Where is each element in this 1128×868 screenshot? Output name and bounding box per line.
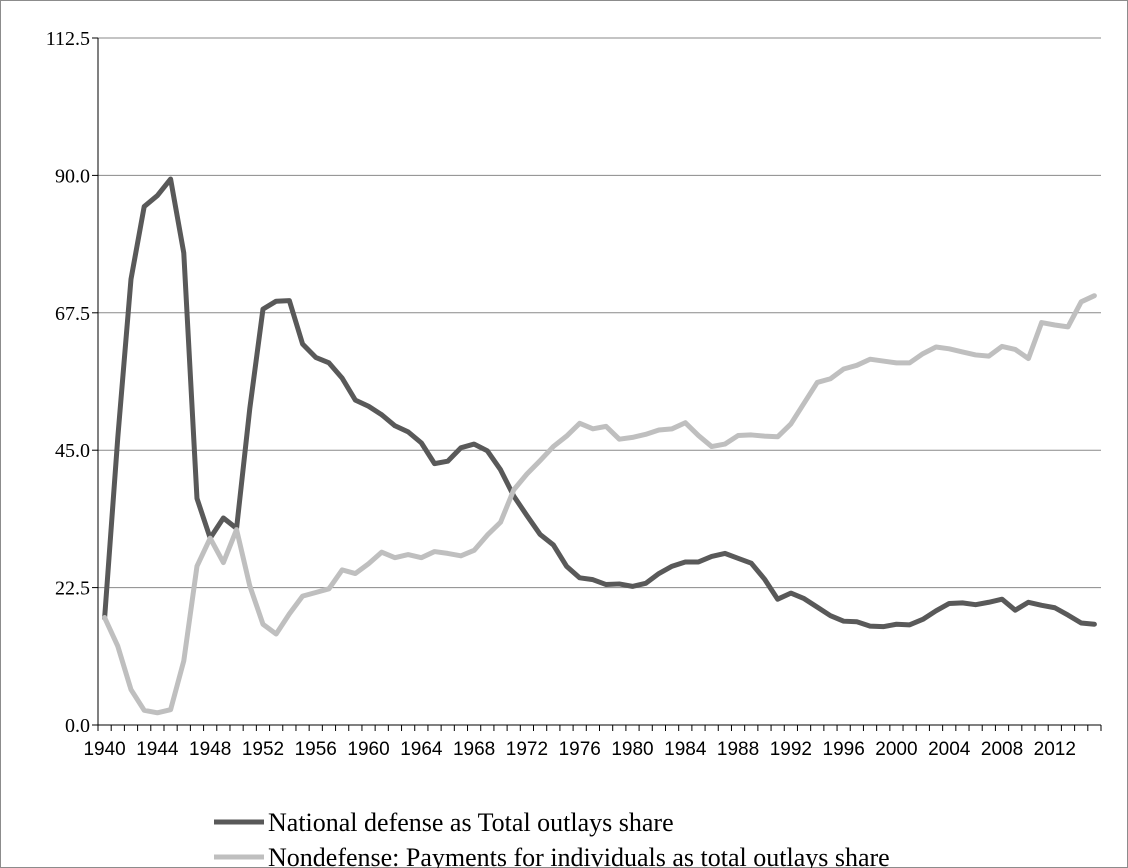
y-tick-label: 0.0 (65, 715, 90, 737)
y-tick-label: 90.0 (55, 165, 90, 187)
x-tick-label: 1944 (136, 739, 179, 760)
legend: National defense as Total outlays share … (214, 808, 890, 868)
legend-label-nondefense-payments: Nondefense: Payments for individuals as … (268, 843, 890, 868)
x-tick-label: 1956 (295, 739, 337, 760)
y-tick-label: 22.5 (55, 578, 90, 600)
axes: 0.0 22.5 45.0 67.5 90.0 112.5 1940 1944 1948 1952… (46, 28, 1102, 760)
x-tick-label: 1968 (453, 739, 495, 760)
x-tick-label: 1948 (189, 739, 231, 760)
y-tick-label: 45.0 (55, 440, 90, 462)
x-tick-label: 1976 (559, 739, 601, 760)
series-line-nondefense-payments (102, 293, 1097, 716)
x-tick-label: 1988 (717, 739, 759, 760)
x-tick-label: 1964 (400, 739, 443, 760)
x-tick-label: 1996 (823, 739, 865, 760)
x-tick-label: 1960 (347, 739, 389, 760)
x-tick-label: 2004 (928, 739, 971, 760)
x-tick-label: 1972 (506, 739, 548, 760)
x-tick-label: 2012 (1034, 739, 1076, 760)
legend-label-national-defense: National defense as Total outlays share (268, 808, 674, 837)
x-tick-label: 2000 (875, 739, 917, 760)
gridlines (98, 37, 1101, 589)
x-tick-label: 1980 (611, 739, 653, 760)
x-tick-label: 2008 (981, 739, 1023, 760)
y-tick-label: 67.5 (55, 303, 90, 325)
x-tick-label: 1940 (83, 739, 125, 760)
series-line-national-defense (102, 176, 1097, 630)
x-tick-label: 1952 (242, 739, 284, 760)
y-tick-label: 112.5 (46, 28, 90, 50)
series-lines (102, 176, 1097, 716)
x-tick-label: 1992 (770, 739, 812, 760)
x-tick-label: 1984 (664, 739, 707, 760)
